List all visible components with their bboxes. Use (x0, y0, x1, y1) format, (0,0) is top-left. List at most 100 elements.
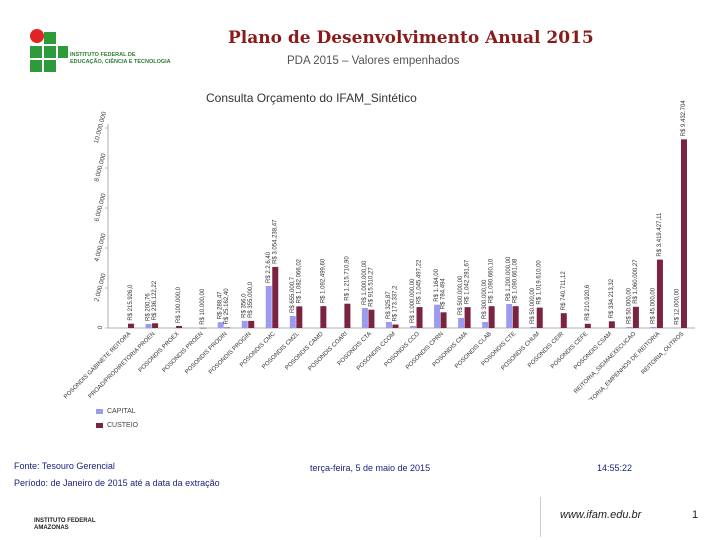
bar-custeio (368, 309, 375, 328)
data-label: R$ 50.000,00 (626, 287, 632, 324)
y-tick-label: 4.000.000 (93, 232, 107, 262)
data-label: R$ 1.090.661,08 (513, 258, 519, 303)
data-label: R$ 3.419.427,11 (657, 212, 663, 257)
data-label: R$ 9.432.704,63 (681, 100, 687, 136)
bottom-logo-line1: INSTITUTO FEDERAL (34, 518, 96, 524)
chart-legend: CAPITAL CUSTEIO (96, 404, 138, 432)
data-label: R$ 915.510,27 (368, 267, 374, 307)
bar-capital (217, 322, 224, 328)
legend-swatch-capital (96, 408, 103, 414)
bar-capital (241, 320, 248, 328)
bar-capital (289, 316, 296, 328)
bar-custeio (512, 306, 519, 328)
bar-capital (482, 322, 489, 328)
bar-capital (410, 326, 417, 328)
data-label: R$ 173.337,2 (392, 285, 398, 322)
data-label: R$ 1.090.660,10 (489, 258, 495, 303)
page-number: 1 (692, 509, 699, 521)
bar-capital (265, 286, 272, 328)
footer-source: Fonte: Tesouro Gerencial (14, 461, 115, 471)
footer-date: terça-feira, 5 de maio de 2015 (310, 463, 431, 473)
bar-custeio (248, 320, 255, 328)
institution-name: INSTITUTO FEDERAL DE EDUCAÇÃO, CIÊNCIA E… (70, 52, 171, 66)
data-label: R$ 100.000,0 (176, 286, 182, 323)
chart-axes: 0 2.000.000 4.000.000 6.000.000 8.000.000 10.… (93, 111, 695, 330)
data-label: R$ 1.215.710,90 (344, 256, 350, 301)
bottom-logo-icon (6, 500, 24, 528)
budget-bar-chart: 0 2.000.000 4.000.000 6.000.000 8.000.000 10.… (63, 100, 695, 400)
bar-capital (626, 327, 633, 328)
data-label: R$ 3.054.238,47 (272, 219, 278, 264)
data-label: R$ 12.000,00 (674, 288, 680, 325)
data-label: R$ 1.000.000,00 (410, 278, 416, 323)
bottom-logo-line2: AMAZONAS (34, 525, 69, 531)
data-label: R$ 1.164,00 (434, 268, 440, 301)
bar-custeio (632, 306, 639, 328)
bar-capital (145, 323, 152, 328)
bar-custeio (416, 307, 423, 328)
bar-custeio (152, 323, 159, 328)
bar-custeio (344, 303, 351, 328)
y-tick-label: 6.000.000 (93, 192, 107, 222)
y-tick-label: 10.000.000 (93, 111, 108, 145)
chart-bars (128, 139, 687, 329)
data-label: R$ 1.042.281,67 (465, 259, 471, 304)
data-label: R$ 334.213,32 (609, 278, 615, 318)
bar-custeio (224, 327, 231, 329)
bottom-logo-text: INSTITUTO FEDERAL AMAZONAS (34, 518, 96, 532)
footer-period: Período: de Janeiro de 2015 até a data d… (14, 478, 220, 488)
bar-custeio (392, 324, 399, 328)
data-label: R$ 1.082.066,02 (296, 258, 302, 303)
x-tick-label: REITORIA_OUTROS (641, 331, 686, 376)
x-tick-label: POSONDIS PRODIN (184, 331, 228, 375)
data-label: R$ 210.920,6 (585, 284, 591, 321)
bar-custeio (320, 306, 327, 328)
legend-item-capital: CAPITAL (96, 404, 138, 418)
data-label: R$ 1.045.497,22 (417, 259, 423, 304)
bar-custeio (200, 327, 207, 329)
bar-custeio (584, 323, 591, 328)
bar-capital (530, 327, 537, 328)
x-tick-label: POSONDIS PROGIN (208, 331, 253, 376)
data-label: R$ 215.926,0 (128, 284, 134, 321)
bar-custeio (608, 321, 615, 328)
legend-label-capital: CAPITAL (107, 407, 136, 415)
bar-custeio (560, 313, 567, 328)
data-label: R$ 325,87 (386, 291, 392, 319)
bar-capital (385, 322, 392, 328)
chart-title: Consulta Orçamento do IFAM_Sintético (206, 91, 417, 105)
bar-custeio (272, 266, 279, 328)
bar-custeio (680, 139, 687, 328)
data-label: R$ 655.000,7 (290, 276, 296, 313)
data-label: R$ 45.000,00 (650, 287, 656, 324)
data-label: R$ 500.000,00 (458, 275, 464, 315)
page-title: Plano de Desenvolvimento Anual 2015 (228, 28, 594, 48)
data-label: R$ 236.122,22 (152, 280, 158, 320)
site-link[interactable]: www.ifam.edu.br (560, 509, 642, 521)
site-box (540, 497, 717, 537)
bar-custeio (440, 312, 447, 328)
x-tick-label: POSONDIS PROEX (138, 331, 181, 374)
bar-capital (361, 308, 368, 328)
logo-red-dot (30, 29, 44, 43)
institution-line2: EDUCAÇÃO, CIÊNCIA E TECNOLOGIA (70, 59, 171, 65)
data-label: R$ 784.494 (441, 278, 447, 310)
bar-capital (506, 304, 513, 328)
data-label: R$ 1.092.499,60 (320, 258, 326, 303)
bar-custeio (464, 307, 471, 328)
legend-item-custeio: CUSTEIO (96, 418, 138, 432)
institution-line1: INSTITUTO FEDERAL DE (70, 52, 136, 58)
logo-green-squares (30, 32, 68, 72)
data-label: R$ 25.162,40 (224, 288, 230, 325)
bar-capital (458, 318, 465, 328)
data-label: R$ 2.2.6,40 (266, 251, 272, 283)
bar-custeio (656, 259, 663, 328)
data-label: R$ 10.000,00 (200, 288, 206, 325)
bar-custeio (536, 307, 543, 328)
y-tick-label: 2.000.000 (93, 272, 107, 302)
bar-custeio (176, 326, 183, 328)
bar-capital (434, 304, 441, 328)
data-label: R$ 50.000,00 (530, 287, 536, 324)
y-tick-label: 8.000.000 (93, 152, 107, 182)
